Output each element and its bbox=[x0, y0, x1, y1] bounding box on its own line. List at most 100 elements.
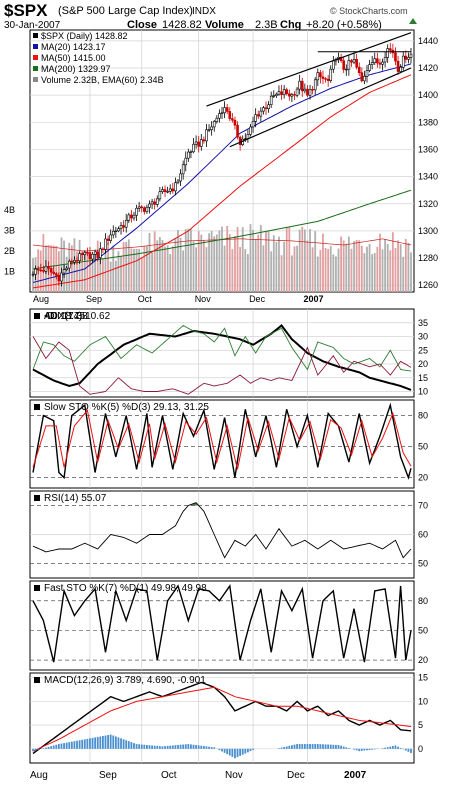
macd-histogram-bar bbox=[408, 749, 410, 752]
price-bar-body bbox=[205, 130, 207, 141]
macd-histogram-bar bbox=[397, 747, 399, 749]
price-legend-swatch-3 bbox=[33, 66, 38, 71]
volume-bar bbox=[213, 236, 215, 292]
price-x-tick-5: 2007 bbox=[303, 294, 323, 304]
volume-bar bbox=[283, 242, 285, 292]
volume-y-tick-3: 4B bbox=[4, 205, 15, 215]
price-bar-body bbox=[293, 94, 295, 95]
volume-bar bbox=[327, 249, 329, 292]
faststo-panel-frame bbox=[30, 581, 414, 670]
price-bar-body bbox=[42, 270, 44, 271]
price-bar-body bbox=[281, 92, 283, 95]
price-bar-body bbox=[296, 89, 298, 95]
volume-bar bbox=[387, 244, 389, 292]
price-bar-body bbox=[169, 189, 171, 191]
volume-bar bbox=[356, 240, 358, 292]
volume-bar bbox=[263, 245, 265, 292]
volume-bar bbox=[151, 253, 153, 292]
price-bar-body bbox=[136, 208, 138, 215]
volume-bar bbox=[74, 238, 76, 292]
price-bar-body bbox=[374, 59, 376, 63]
price-bar-body bbox=[384, 57, 386, 62]
price-bar-body bbox=[257, 115, 259, 117]
price-bar-body bbox=[213, 122, 215, 127]
macd-histogram-bar bbox=[92, 738, 94, 749]
macd-histogram-bar bbox=[286, 746, 288, 748]
price-bar-body bbox=[394, 53, 396, 61]
macd-histogram-bar bbox=[50, 746, 52, 749]
macd-histogram-bar bbox=[203, 746, 205, 749]
volume-bar bbox=[221, 227, 223, 292]
macd-histogram-bar bbox=[53, 745, 55, 748]
volume-bar bbox=[216, 234, 218, 292]
slowsto-y-tick-2: 80 bbox=[418, 411, 428, 421]
price-bar-body bbox=[120, 225, 122, 228]
volume-bar bbox=[141, 257, 143, 292]
price-bar-body bbox=[350, 61, 352, 63]
macd-histogram-bar bbox=[231, 749, 233, 757]
price-bar-body bbox=[345, 69, 347, 70]
macd-histogram-bar bbox=[86, 739, 88, 749]
volume-bar bbox=[71, 245, 73, 292]
price-bar-body bbox=[322, 77, 324, 79]
price-bar-body bbox=[286, 90, 288, 94]
volume-bar bbox=[343, 240, 345, 292]
panels-group: 1260128013001320134013601380140014201440… bbox=[4, 30, 438, 763]
price-bar-body bbox=[270, 96, 272, 105]
faststo-legend-swatch bbox=[34, 585, 40, 591]
volume-bar bbox=[180, 238, 182, 292]
volume-bar bbox=[405, 239, 407, 292]
volume-bar bbox=[314, 231, 316, 292]
price-x-tick-2: Oct bbox=[138, 294, 153, 304]
macd-histogram-bar bbox=[234, 749, 236, 758]
macd-histogram-bar bbox=[200, 746, 202, 749]
price-bar-body bbox=[216, 118, 218, 121]
macd-histogram-bar bbox=[66, 743, 68, 749]
macd-histogram-bar bbox=[219, 749, 221, 750]
macd-histogram-bar bbox=[102, 736, 104, 749]
macd-histogram-bar bbox=[169, 746, 171, 749]
price-x-tick-4: Dec bbox=[249, 294, 266, 304]
macd-histogram-bar bbox=[81, 740, 83, 749]
volume-bar bbox=[120, 256, 122, 292]
volume-bar bbox=[397, 240, 399, 292]
price-bar-body bbox=[369, 65, 371, 71]
price-bar-body bbox=[58, 275, 60, 281]
macd-histogram-bar bbox=[330, 745, 332, 749]
slowsto-legend-swatch bbox=[34, 404, 40, 410]
price-bar-body bbox=[68, 261, 70, 268]
volume-bar bbox=[374, 253, 376, 292]
macd-histogram-bar bbox=[213, 747, 215, 748]
volume-bar bbox=[185, 229, 187, 292]
macd-histogram-bar bbox=[252, 749, 254, 750]
price-y-tick-1: 1280 bbox=[418, 253, 438, 263]
volume-bar bbox=[278, 237, 280, 292]
macd-histogram-bar bbox=[193, 745, 195, 749]
price-bar-body bbox=[164, 190, 166, 192]
volume-bar bbox=[307, 240, 309, 292]
price-bar-body bbox=[358, 67, 360, 73]
price-bar-body bbox=[200, 140, 202, 147]
price-bar-body bbox=[66, 268, 68, 270]
price-bar-body bbox=[371, 63, 373, 65]
volume-value: 2.3B bbox=[255, 19, 278, 31]
volume-y-tick-2: 3B bbox=[4, 226, 15, 236]
macd-histogram-bar bbox=[335, 745, 337, 749]
macd-histogram-bar bbox=[327, 745, 329, 749]
price-bar-body bbox=[332, 61, 334, 69]
price-bar-body bbox=[92, 254, 94, 259]
volume-bar bbox=[353, 241, 355, 292]
price-bar-body bbox=[149, 204, 151, 207]
price-bar-body bbox=[133, 215, 135, 218]
macd-histogram-bar bbox=[71, 742, 73, 749]
volume-bar bbox=[239, 247, 241, 292]
volume-bar bbox=[58, 251, 60, 292]
price-bar-body bbox=[299, 81, 301, 89]
volume-bar bbox=[332, 254, 334, 292]
macd-histogram-bar bbox=[63, 743, 65, 749]
macd-histogram-bar bbox=[382, 748, 384, 749]
price-bar-body bbox=[185, 158, 187, 165]
price-bar-body bbox=[180, 174, 182, 181]
price-bar-body bbox=[405, 56, 407, 59]
price-bar-body bbox=[283, 90, 285, 95]
